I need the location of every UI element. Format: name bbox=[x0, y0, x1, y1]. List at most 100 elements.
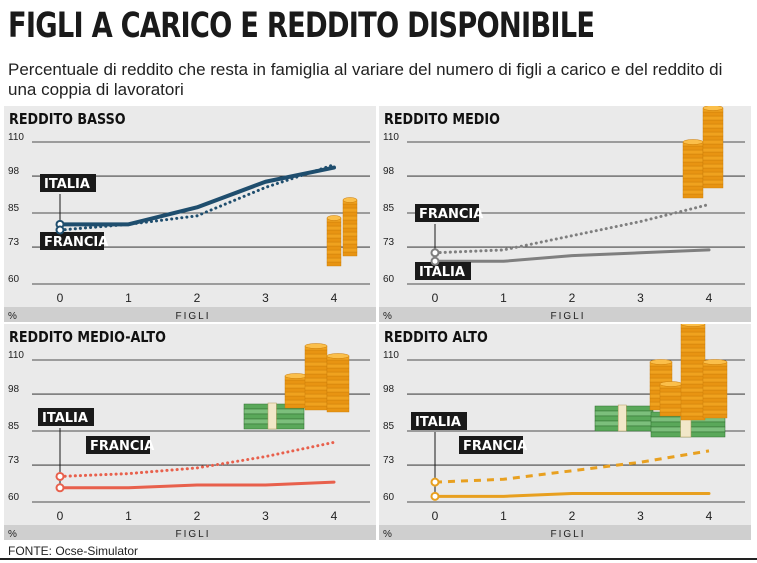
coin-edge bbox=[342, 207, 358, 213]
y-axis-unit: % bbox=[383, 529, 392, 540]
label-box bbox=[40, 174, 96, 192]
coin-edge bbox=[326, 257, 342, 263]
coin-edge bbox=[304, 361, 328, 367]
coin-edge bbox=[326, 241, 342, 247]
coin-edge bbox=[702, 413, 728, 419]
y-tick-label: 60 bbox=[8, 274, 20, 285]
coin-edge bbox=[682, 181, 704, 187]
coin-edge bbox=[342, 247, 358, 253]
start-marker bbox=[55, 225, 65, 235]
y-tick-label: 60 bbox=[383, 274, 395, 285]
series-line-francia bbox=[434, 449, 710, 484]
coin-edge bbox=[682, 161, 704, 167]
coin-edge bbox=[342, 203, 358, 209]
coin-edge bbox=[680, 335, 706, 341]
x-tick-label: 2 bbox=[194, 291, 201, 305]
x-axis-label: FIGLI bbox=[550, 529, 585, 540]
coin-edge bbox=[649, 369, 673, 375]
x-tick-label: 4 bbox=[706, 509, 713, 523]
chart-panel-reddito-basso: 60 73 85 98 110 0 1 2 3 4% FIGLI ITALIA FRANCIA REDD… bbox=[4, 106, 376, 322]
y-axis-unit: % bbox=[8, 529, 17, 540]
x-tick-label: 3 bbox=[637, 509, 644, 523]
coin-edge bbox=[326, 229, 342, 235]
y-tick-label: 110 bbox=[383, 350, 399, 361]
coin-edge bbox=[304, 389, 328, 395]
coin-edge bbox=[702, 377, 728, 383]
chart-panel-reddito-medio-alto: 60 73 85 98 110 0 1 2 3 4% FIGLI ITALIA FRANCIA REDD… bbox=[4, 324, 376, 540]
coin-edge bbox=[342, 235, 358, 241]
series-label-francia: FRANCIA bbox=[44, 235, 108, 250]
start-marker bbox=[430, 491, 440, 501]
coin-edge bbox=[304, 385, 328, 391]
coin-edge bbox=[326, 375, 350, 381]
coin-edge bbox=[702, 385, 728, 391]
x-axis-label: FIGLI bbox=[550, 311, 585, 322]
y-tick-label: 85 bbox=[8, 203, 20, 214]
chart-panel-reddito-alto: 60 73 85 98 110 0 1 2 3 4% FIGLI ITALIA FRANCIA REDD… bbox=[379, 324, 751, 540]
coin-edge bbox=[702, 183, 724, 189]
series-line-italia bbox=[58, 480, 336, 490]
coin-edge bbox=[284, 383, 308, 389]
x-tick-label: 2 bbox=[194, 509, 201, 523]
coin-edge bbox=[680, 371, 706, 377]
series-label-italia: ITALIA bbox=[42, 411, 88, 426]
coin-edge bbox=[304, 377, 328, 383]
x-tick-label: 4 bbox=[331, 509, 338, 523]
coin-edge bbox=[659, 391, 683, 397]
series-label-italia: ITALIA bbox=[415, 415, 461, 430]
series-line-francia bbox=[433, 202, 711, 255]
x-tick-label: 4 bbox=[331, 291, 338, 305]
coin-edge bbox=[680, 347, 706, 353]
coin-edge bbox=[326, 237, 342, 243]
coin-edge bbox=[342, 211, 358, 217]
coin-edge bbox=[304, 401, 328, 407]
source-note: FONTE: Ocse-Simulator bbox=[8, 544, 139, 558]
coin-edge bbox=[702, 139, 724, 145]
coin-edge bbox=[702, 401, 728, 407]
coin-edge bbox=[342, 227, 358, 233]
series-line-francia bbox=[58, 163, 336, 232]
y-tick-label: 73 bbox=[8, 455, 20, 466]
start-marker bbox=[430, 256, 440, 266]
coin-edge bbox=[702, 143, 724, 149]
coin-edge bbox=[326, 391, 350, 397]
y-tick-label: 98 bbox=[8, 384, 20, 395]
coin-edge bbox=[702, 123, 724, 129]
coin-edge bbox=[680, 411, 706, 417]
coin-edge bbox=[702, 147, 724, 153]
coin-top bbox=[649, 359, 673, 365]
label-box bbox=[40, 232, 104, 250]
x-tick-label: 2 bbox=[569, 509, 576, 523]
coin-edge bbox=[682, 185, 704, 191]
x-tick-label: 3 bbox=[637, 291, 644, 305]
y-tick-label: 110 bbox=[383, 132, 399, 143]
x-tick-label: 0 bbox=[57, 509, 64, 523]
coin-top bbox=[702, 359, 728, 365]
y-tick-label: 73 bbox=[383, 237, 395, 248]
x-tick-label: 1 bbox=[500, 509, 507, 523]
label-box bbox=[459, 436, 523, 454]
series-line-francia bbox=[58, 440, 336, 478]
coin-edge bbox=[702, 393, 728, 399]
coin-stack-icon bbox=[682, 139, 704, 199]
x-tick-label: 1 bbox=[125, 509, 132, 523]
coin-edge bbox=[326, 395, 350, 401]
coin-edge bbox=[304, 353, 328, 359]
coin-edge bbox=[304, 365, 328, 371]
coin-edge bbox=[284, 391, 308, 397]
coin-edge bbox=[702, 409, 728, 415]
x-tick-label: 4 bbox=[706, 291, 713, 305]
coin-top bbox=[326, 353, 350, 359]
series-label-francia: FRANCIA bbox=[90, 439, 154, 454]
x-axis-band bbox=[4, 307, 376, 322]
y-tick-label: 85 bbox=[383, 421, 395, 432]
coin-edge bbox=[342, 219, 358, 225]
coin-edge bbox=[659, 403, 683, 409]
coin-edge bbox=[659, 395, 683, 401]
x-tick-label: 1 bbox=[125, 291, 132, 305]
coin-edge bbox=[304, 369, 328, 375]
coin-stack-icon bbox=[702, 106, 724, 189]
x-axis-band bbox=[379, 307, 751, 322]
